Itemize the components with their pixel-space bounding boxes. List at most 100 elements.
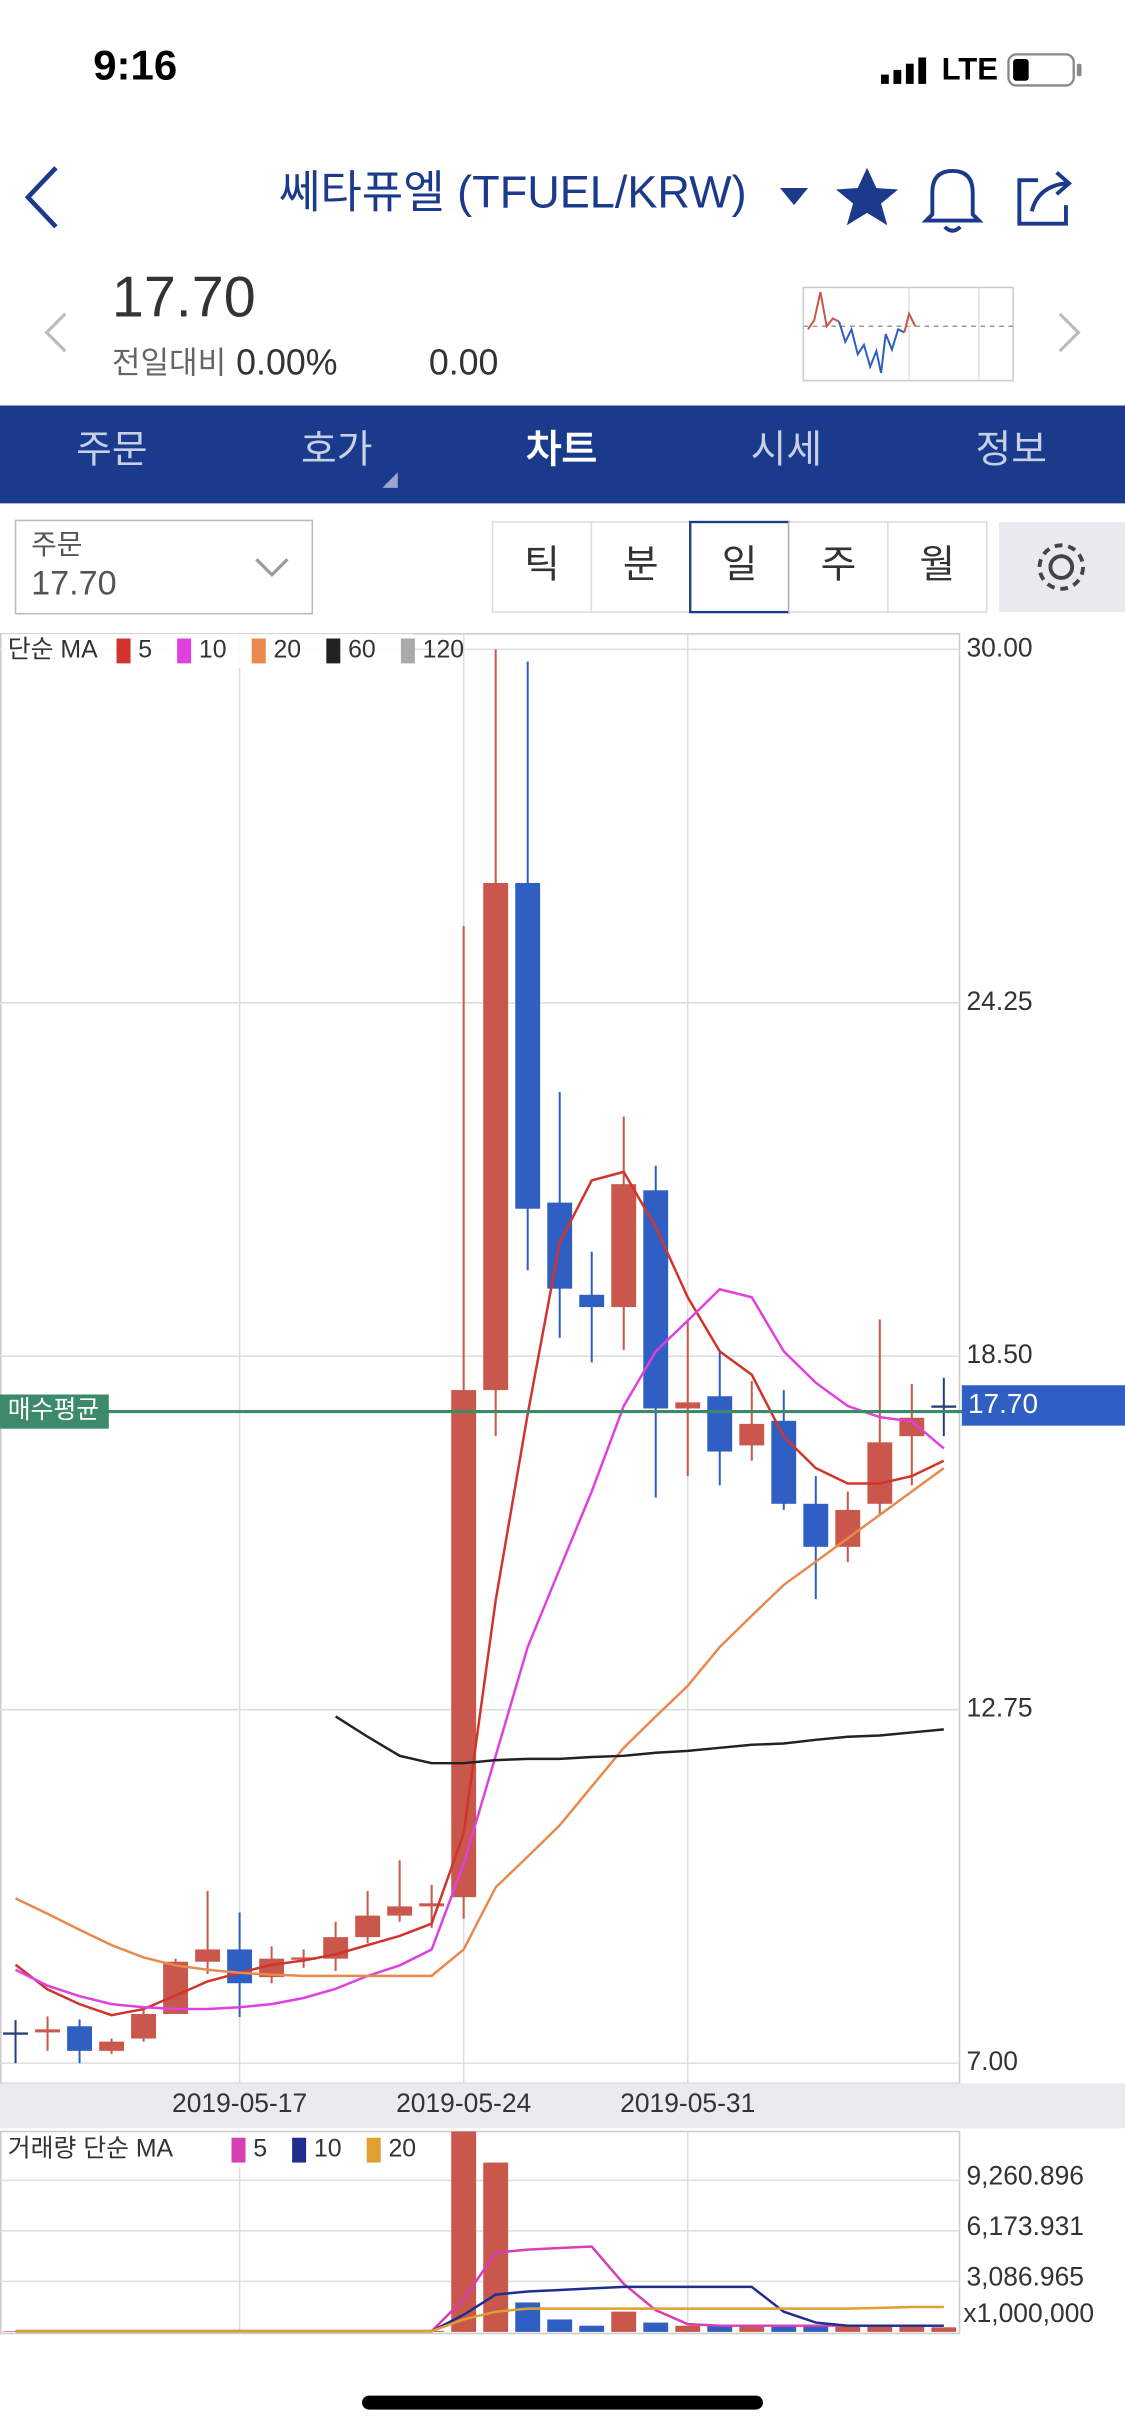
volume-bar bbox=[739, 2325, 765, 2332]
y-tick-label: 6,173.931 bbox=[967, 2211, 1084, 2241]
back-button[interactable] bbox=[24, 166, 58, 229]
legend-label: 5 bbox=[138, 637, 152, 664]
y-tick-label: 30.00 bbox=[967, 632, 1033, 662]
next-coin[interactable] bbox=[1058, 312, 1081, 353]
period-button[interactable] bbox=[491, 521, 593, 613]
volume-bar bbox=[867, 2325, 893, 2332]
avg-price-label: 매수평균 bbox=[8, 1396, 99, 1424]
y-tick-label: 9,260.896 bbox=[967, 2160, 1084, 2190]
candle-body bbox=[483, 882, 509, 1391]
signal-icon bbox=[881, 57, 927, 84]
legend-swatch bbox=[116, 638, 131, 664]
candle-body bbox=[707, 1396, 733, 1452]
gear-icon bbox=[1037, 543, 1085, 591]
period-button[interactable] bbox=[590, 521, 692, 613]
volume-bar bbox=[899, 2324, 925, 2332]
legend-swatch bbox=[366, 2137, 381, 2163]
candle-body bbox=[611, 1184, 637, 1308]
legend-swatch bbox=[292, 2137, 307, 2163]
dropdown-arrow[interactable] bbox=[780, 187, 809, 206]
order-label: 주문 bbox=[31, 529, 82, 560]
volume-bar bbox=[707, 2325, 733, 2332]
period-label: 월 bbox=[919, 543, 955, 586]
current-price: 17.70 bbox=[112, 266, 256, 330]
legend-bg bbox=[1, 633, 414, 669]
tab[interactable]: 호가 bbox=[301, 428, 372, 471]
candle-body bbox=[803, 1503, 829, 1547]
volume-bar bbox=[515, 2302, 541, 2332]
candle-body bbox=[579, 1294, 605, 1308]
legend-label: 5 bbox=[253, 2136, 267, 2163]
coin-title[interactable]: 쎄타퓨엘 (TFUEL/KRW) bbox=[279, 167, 747, 218]
change-amount: 0.00 bbox=[429, 343, 499, 383]
alarm-bell[interactable] bbox=[921, 168, 984, 233]
order-price: 17.70 bbox=[31, 565, 117, 603]
x-tick-label: 2019-05-24 bbox=[396, 2088, 531, 2118]
ma-line bbox=[14, 1170, 945, 2017]
candle-body bbox=[67, 2026, 92, 2051]
volume-bar bbox=[579, 2325, 605, 2332]
mini-chart bbox=[802, 286, 1014, 382]
candle-body bbox=[739, 1423, 765, 1446]
volume-bar bbox=[483, 2162, 509, 2332]
tab[interactable]: 주문 bbox=[76, 428, 147, 471]
volume-bar bbox=[803, 2325, 829, 2332]
status-time: 9:16 bbox=[93, 41, 177, 88]
period-label: 틱 bbox=[524, 543, 560, 586]
candle-body bbox=[163, 1961, 189, 2014]
share-icon[interactable] bbox=[1017, 170, 1073, 226]
period-button[interactable] bbox=[887, 521, 988, 613]
period-button[interactable] bbox=[788, 521, 889, 613]
last-price-tag bbox=[961, 1385, 1125, 1426]
legend-label: 20 bbox=[273, 637, 301, 664]
tab[interactable]: 정보 bbox=[976, 428, 1047, 471]
ma-line bbox=[15, 1467, 945, 1978]
volume-bar bbox=[835, 2325, 861, 2332]
legend-label: 20 bbox=[388, 2136, 416, 2163]
order-dropdown[interactable] bbox=[255, 558, 289, 578]
period-button[interactable] bbox=[689, 520, 791, 614]
home-indicator bbox=[362, 2395, 763, 2410]
y-tick-label: 7.00 bbox=[967, 2046, 1018, 2076]
candle-body bbox=[515, 882, 541, 1209]
last-price-label: 17.70 bbox=[968, 1388, 1038, 1419]
volume-ma-line bbox=[15, 2305, 944, 2333]
period-label: 일 bbox=[722, 543, 758, 586]
tab[interactable]: 시세 bbox=[751, 428, 822, 471]
legend-swatch bbox=[251, 638, 266, 664]
period-label: 주 bbox=[821, 543, 857, 586]
period-label: 분 bbox=[623, 543, 659, 586]
x-tick-label: 2019-05-31 bbox=[620, 2088, 755, 2118]
legend-bg bbox=[1, 2133, 395, 2168]
candle-body bbox=[195, 1949, 221, 1962]
legend-swatch bbox=[231, 2137, 246, 2163]
volume-unit: x1,000,000 bbox=[963, 2298, 1094, 2328]
candle-body bbox=[387, 1906, 413, 1916]
volume-panel bbox=[0, 2130, 961, 2335]
y-tick-label: 24.25 bbox=[967, 986, 1033, 1016]
prev-coin[interactable] bbox=[44, 312, 67, 353]
candle-body bbox=[451, 1390, 477, 1898]
tab[interactable]: 차트 bbox=[526, 428, 597, 471]
legend-swatch bbox=[326, 638, 341, 664]
legend-label: 10 bbox=[199, 637, 227, 664]
volume-bar bbox=[547, 2319, 573, 2332]
settings-button[interactable] bbox=[999, 522, 1125, 613]
volume-bar bbox=[931, 2327, 957, 2332]
candle-body bbox=[675, 1402, 701, 1409]
legend-swatch bbox=[177, 638, 192, 664]
avg-price-tag bbox=[0, 1394, 109, 1429]
volume-bar bbox=[643, 2322, 669, 2332]
date-axis-band bbox=[0, 2083, 1125, 2129]
candle-body bbox=[771, 1420, 797, 1504]
volume-bar bbox=[451, 2131, 477, 2332]
candle-body bbox=[227, 1949, 253, 1984]
volume-bar bbox=[771, 2325, 797, 2332]
candle-body bbox=[35, 2029, 60, 2033]
favorite-star[interactable] bbox=[835, 167, 899, 226]
candle-body bbox=[3, 2032, 28, 2035]
candle-body bbox=[99, 2041, 124, 2051]
volume-bar bbox=[611, 2311, 637, 2332]
candle-body bbox=[835, 1509, 861, 1547]
